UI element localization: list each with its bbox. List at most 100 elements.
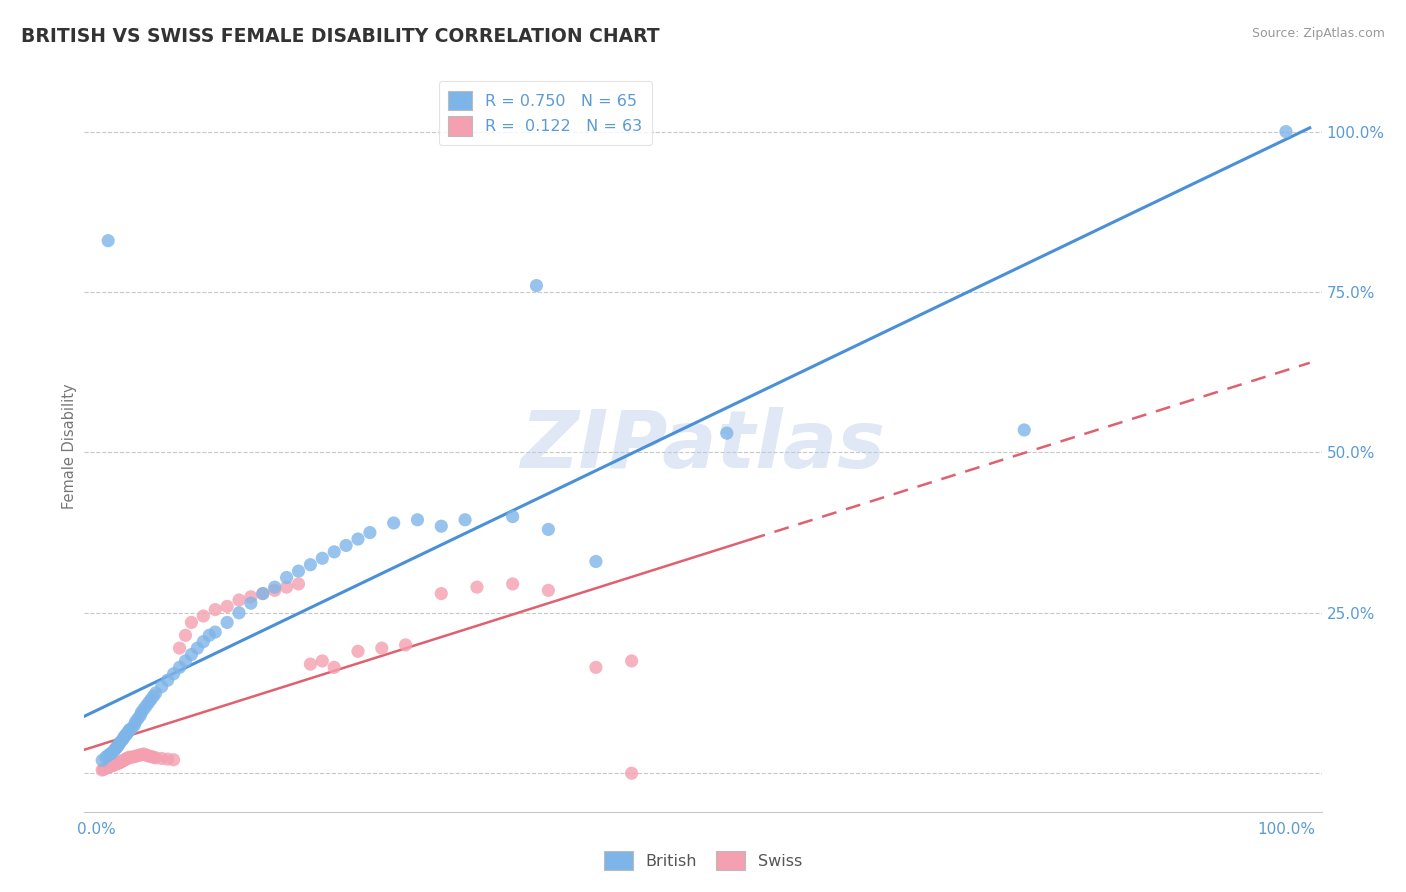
Point (537, 523, 560, 537)
Point (104, 757, 127, 772)
Point (135, 748, 157, 763)
Point (127, 712, 149, 726)
Text: Source: ZipAtlas.com: Source: ZipAtlas.com (1251, 27, 1385, 40)
Point (117, 724, 139, 739)
Point (287, 564, 309, 578)
Point (716, 426, 738, 441)
Point (174, 654, 197, 668)
Point (115, 728, 138, 742)
Point (132, 702, 155, 716)
Point (406, 513, 429, 527)
Point (430, 586, 453, 600)
Point (108, 756, 131, 770)
Point (111, 754, 134, 768)
Point (128, 748, 150, 763)
Point (263, 583, 285, 598)
Point (115, 752, 138, 766)
Point (100, 759, 122, 773)
Point (114, 753, 136, 767)
Y-axis label: Female Disability: Female Disability (62, 384, 77, 508)
Point (186, 641, 208, 656)
Point (1275, 125, 1298, 139)
Point (94, 761, 117, 775)
Point (323, 545, 346, 559)
Point (371, 641, 394, 656)
Point (108, 756, 131, 770)
Point (91, 763, 114, 777)
Point (118, 750, 141, 764)
Point (217, 599, 239, 614)
Point (104, 742, 127, 756)
Point (135, 698, 157, 713)
Point (287, 577, 309, 591)
Point (121, 750, 143, 764)
Point (108, 737, 131, 751)
Point (169, 660, 191, 674)
Point (465, 580, 488, 594)
Point (193, 634, 215, 648)
Point (100, 746, 122, 760)
Point (276, 570, 298, 584)
Point (174, 628, 197, 642)
Point (145, 751, 167, 765)
Point (228, 606, 250, 620)
Point (107, 739, 129, 754)
Point (156, 673, 179, 688)
Point (430, 519, 453, 533)
Point (359, 525, 381, 540)
Point (98, 760, 121, 774)
Point (323, 660, 346, 674)
Point (97, 748, 120, 763)
Point (142, 750, 165, 764)
Text: BRITISH VS SWISS FEMALE DISABILITY CORRELATION CHART: BRITISH VS SWISS FEMALE DISABILITY CORRE… (21, 27, 659, 45)
Point (335, 538, 357, 552)
Point (156, 752, 179, 766)
Point (180, 648, 202, 662)
Point (217, 615, 239, 630)
Point (110, 755, 132, 769)
Point (112, 753, 135, 767)
Point (96, 760, 118, 774)
Point (162, 753, 184, 767)
Point (276, 580, 298, 594)
Point (93, 762, 115, 776)
Point (620, 766, 643, 780)
Point (118, 723, 141, 737)
Point (132, 747, 155, 761)
Legend: British, Swiss: British, Swiss (598, 845, 808, 877)
Point (97, 760, 120, 774)
Point (107, 756, 129, 771)
Point (111, 732, 134, 747)
Point (585, 660, 607, 674)
Point (124, 749, 146, 764)
Point (103, 744, 125, 758)
Point (394, 638, 416, 652)
Point (239, 596, 262, 610)
Point (537, 583, 560, 598)
Point (124, 718, 146, 732)
Point (105, 740, 128, 755)
Point (94, 750, 117, 764)
Point (103, 757, 125, 772)
Point (129, 708, 152, 723)
Point (263, 580, 285, 594)
Point (139, 749, 162, 764)
Text: ZIPatlas: ZIPatlas (520, 407, 886, 485)
Point (91, 753, 114, 767)
Point (121, 721, 143, 735)
Point (93, 763, 115, 777)
Point (162, 666, 184, 681)
Point (124, 714, 146, 729)
Point (502, 509, 524, 524)
Point (100, 758, 122, 772)
Point (193, 609, 215, 624)
Point (150, 751, 173, 765)
Point (454, 513, 477, 527)
Point (311, 654, 333, 668)
Point (204, 602, 226, 616)
Point (117, 751, 139, 765)
Point (252, 586, 274, 600)
Point (115, 751, 138, 765)
Point (228, 593, 250, 607)
Point (142, 690, 165, 704)
